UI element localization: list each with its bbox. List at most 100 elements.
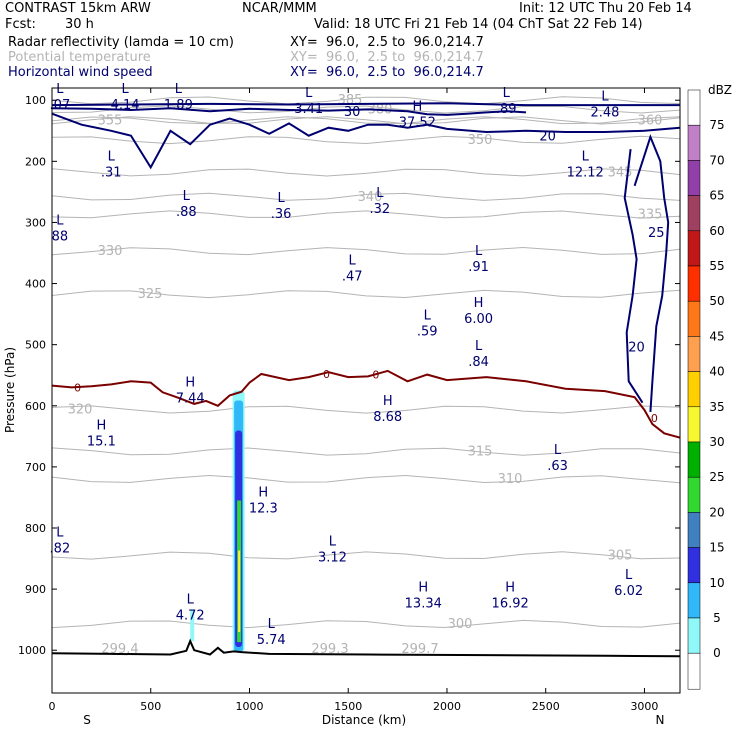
colorbar-label: 60 <box>709 224 724 238</box>
theta-label: 305 <box>608 549 633 564</box>
theta-contours: 3853803603553503453403353303253203153103… <box>52 93 680 657</box>
y-tick-label: 900 <box>25 583 46 596</box>
wind-contour-30 <box>52 107 527 116</box>
annotations: L.07L4.14L1.89L3.41L.89L2.48H37.52L.31L1… <box>50 82 644 648</box>
colorbar-unit: dBZ <box>708 83 732 97</box>
colorbar-label: 45 <box>709 329 724 343</box>
high-marker: H <box>412 99 422 114</box>
extremum-value: 12.12 <box>567 165 604 180</box>
wind-contour-25 <box>633 133 670 412</box>
theta-label: 320 <box>68 402 93 417</box>
extremum-value: .07 <box>50 98 71 113</box>
theta-label: 355 <box>98 113 123 128</box>
low-marker: L <box>554 443 562 458</box>
field-xy-reflectivity: XY= 96.0, 2.5 to 96.0,214.7 <box>290 35 484 50</box>
extremum-value: 16.92 <box>492 596 529 611</box>
freezing-level-label: 0 <box>323 368 330 381</box>
low-marker: L <box>376 186 384 201</box>
wind-contour-label: 20 <box>628 341 645 356</box>
colorbar-label: 50 <box>709 294 724 308</box>
low-marker: L <box>305 86 313 101</box>
high-marker: H <box>418 580 428 595</box>
x-tick-label: 0 <box>49 700 56 713</box>
colorbar-swatch <box>687 617 701 654</box>
freezing-level: 0 0 0 0 <box>52 368 680 439</box>
colorbar-swatch <box>687 547 701 584</box>
y-tick-label: 1000 <box>18 644 46 657</box>
low-marker: L <box>56 525 64 540</box>
terrain <box>52 638 680 658</box>
extremum-value: 12.3 <box>249 502 278 517</box>
freezing-level-label: 0 <box>372 369 379 382</box>
low-marker: L <box>601 90 609 105</box>
theta-label: 310 <box>498 472 523 487</box>
x-tick-label: 2500 <box>532 700 560 713</box>
y-tick-label: 500 <box>25 339 46 352</box>
low-marker: L <box>503 86 511 101</box>
low-marker: L <box>56 214 64 229</box>
extremum-value: .88 <box>176 205 197 220</box>
colorbar-swatch <box>687 89 701 126</box>
freezing-level-label: 0 <box>651 412 658 425</box>
colorbar-swatch <box>687 265 701 302</box>
extremum-value: .89 <box>496 102 517 117</box>
wind-contour-label: 30 <box>344 105 361 120</box>
colorbar-label: 30 <box>709 435 724 449</box>
theta-label: 315 <box>468 445 493 460</box>
forecast-hours: 30 h <box>65 17 94 32</box>
wind-contour-label: 25 <box>648 226 665 241</box>
y-tick-label: 800 <box>25 522 46 535</box>
field-xy-theta: XY= 96.0, 2.5 to 96.0,214.7 <box>290 50 484 65</box>
colorbar-swatch <box>687 230 701 267</box>
colorbar-swatch <box>687 582 701 619</box>
colorbar-label: 10 <box>709 576 724 590</box>
theta-label: 299.7 <box>401 642 438 657</box>
theta-contour-12 <box>52 474 680 484</box>
x-tick-label: 2000 <box>433 700 461 713</box>
colorbar-swatch <box>687 512 701 548</box>
y-tick-label: 600 <box>25 400 46 413</box>
low-marker: L <box>268 617 276 632</box>
theta-label: 300 <box>448 617 473 632</box>
colorbar-label: 35 <box>709 400 724 414</box>
wind-contours: 30 20 25 20 <box>52 102 680 412</box>
colorbar-swatch <box>687 195 701 232</box>
extremum-value: 88 <box>52 230 69 245</box>
extremum-value: 2.48 <box>590 106 619 121</box>
low-marker: L <box>625 568 633 583</box>
low-marker: L <box>183 189 191 204</box>
x-tick-label: 3000 <box>630 700 658 713</box>
theta-contour-10 <box>52 405 680 414</box>
colorbar-label: 65 <box>709 189 724 203</box>
colorbar-swatch <box>687 300 701 337</box>
extremum-value: 6.02 <box>614 584 643 599</box>
extremum-value: .36 <box>271 207 292 222</box>
x-end-north: N <box>656 713 665 727</box>
field-name-wind: Horizontal wind speed <box>8 65 153 80</box>
high-marker: H <box>474 296 484 311</box>
theta-contour-3 <box>52 116 680 125</box>
low-marker: L <box>277 191 285 206</box>
theta-label: 350 <box>468 133 493 148</box>
extremum-value: .47 <box>342 269 363 284</box>
low-marker: L <box>108 149 116 164</box>
x-tick-label: 500 <box>140 700 161 713</box>
low-marker: L <box>475 339 483 354</box>
low-marker: L <box>424 308 432 323</box>
low-marker: L <box>582 149 590 164</box>
extremum-value: 7.44 <box>176 392 205 407</box>
extremum-value: 6.00 <box>464 312 493 327</box>
x-axis-label: Distance (km) <box>322 713 406 727</box>
axes: 0 500 1000 1500 2000 2500 30001002003004005006… <box>18 88 680 713</box>
refl-secondary <box>190 610 195 642</box>
freezing-level-line <box>52 369 680 439</box>
extremum-value: 13.34 <box>405 596 442 611</box>
valid-time: Valid: 18 UTC Fri 21 Feb 14 (04 ChT Sat … <box>314 17 643 32</box>
colorbar-label: 0 <box>713 646 721 660</box>
theta-contour-5 <box>52 168 680 177</box>
extremum-value: .91 <box>468 260 489 275</box>
colorbar-swatch-below <box>687 652 701 690</box>
theta-contour-9 <box>52 289 680 299</box>
theta-label: 340 <box>358 190 383 205</box>
